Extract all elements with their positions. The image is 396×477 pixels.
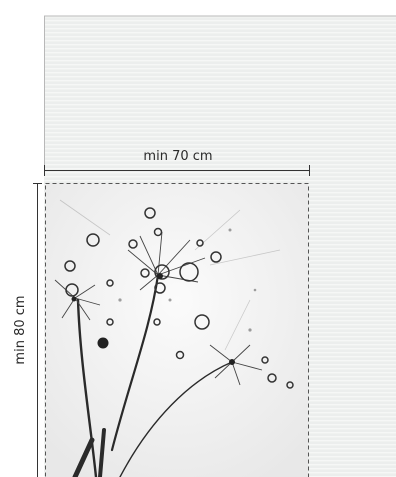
dandelion-photo bbox=[46, 183, 308, 477]
width-label: min 70 cm bbox=[143, 149, 212, 164]
height-label: min 80 cm bbox=[13, 295, 28, 364]
height-ruler bbox=[33, 183, 42, 477]
width-ruler bbox=[44, 165, 310, 176]
min-size-outline bbox=[45, 183, 309, 477]
